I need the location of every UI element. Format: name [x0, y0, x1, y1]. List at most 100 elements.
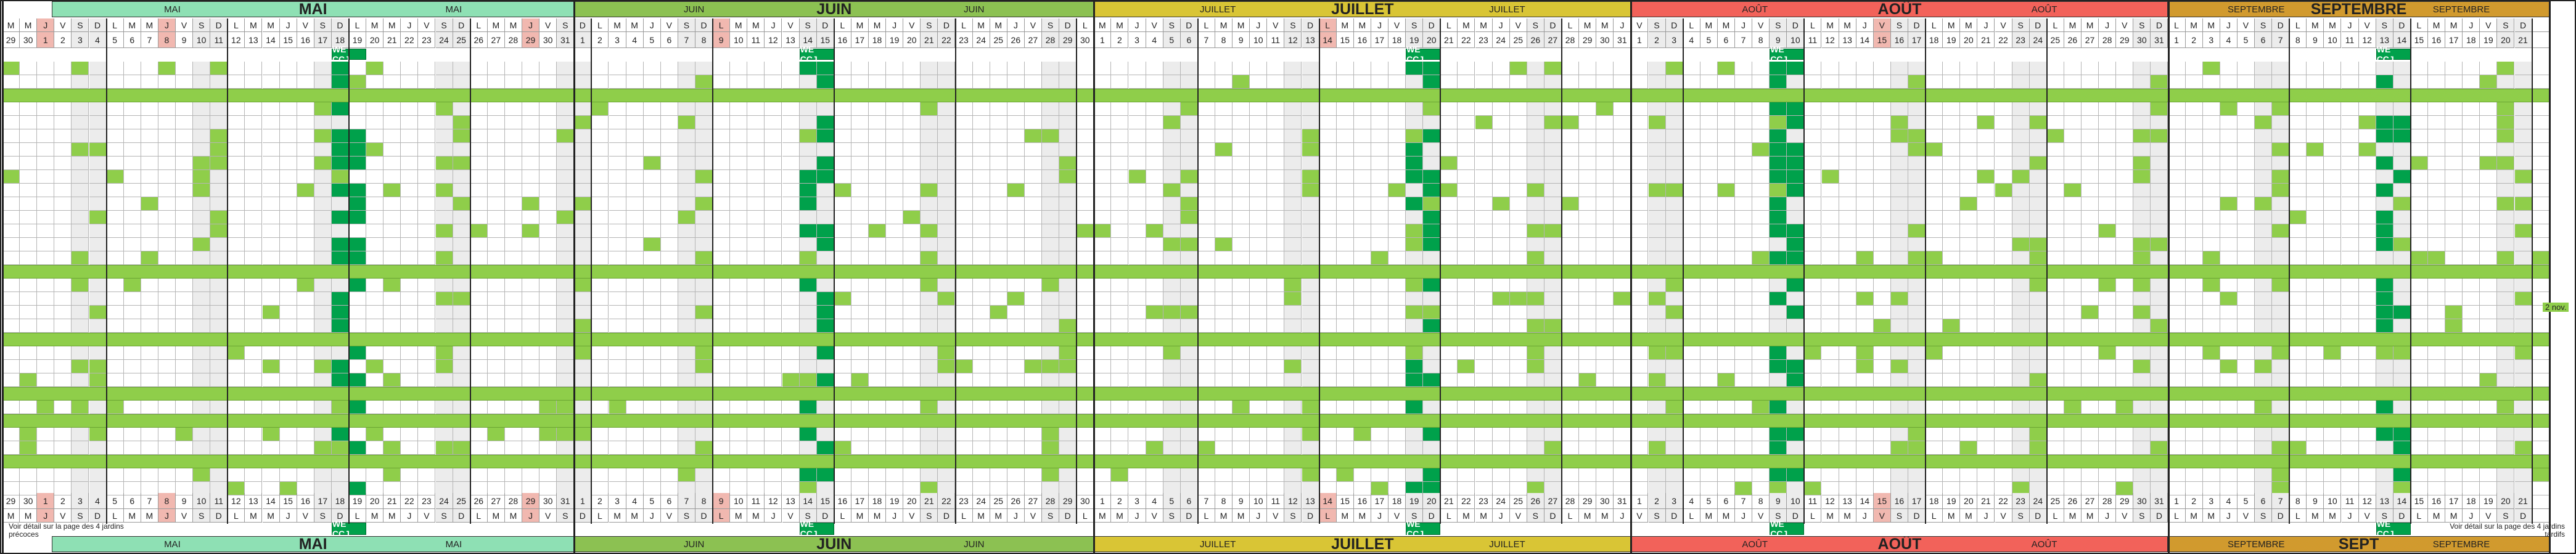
grid-cell — [1648, 62, 1666, 75]
grid-cell — [2255, 251, 2273, 265]
grid-cell — [1614, 279, 1631, 292]
grid-cell — [2, 211, 20, 224]
grid-cell — [730, 116, 748, 129]
grid-cell — [2358, 143, 2376, 157]
grid-cell — [1111, 306, 1129, 319]
grid-cell — [453, 238, 470, 251]
grid-cell — [210, 170, 228, 184]
grid-cell — [1440, 184, 1458, 197]
grid-cell — [678, 184, 695, 197]
grid-cell — [747, 279, 765, 292]
grid-cell — [2376, 401, 2393, 414]
grid-cell — [972, 482, 990, 495]
grid-cell — [1821, 360, 1839, 373]
grid-cell — [1215, 428, 1233, 441]
grid-cell — [1094, 116, 1112, 129]
grid-cell — [366, 319, 384, 333]
grid-cell — [1007, 129, 1025, 143]
grid-cell — [1197, 184, 1215, 197]
grid-cell — [37, 251, 55, 265]
grid-cell — [1284, 360, 1302, 373]
day-letter: M — [972, 18, 990, 32]
grid-cell — [816, 306, 834, 319]
month-label-small-left: JUILLET — [1199, 4, 1236, 15]
grid-cell — [834, 238, 851, 251]
day-letter: V — [1509, 509, 1527, 523]
day-number: 21 — [384, 493, 401, 509]
grid-cell — [851, 62, 869, 75]
grid-cell — [1683, 129, 1700, 143]
grid-cell — [453, 428, 470, 441]
day-number: 3 — [609, 493, 626, 509]
grid-cell — [1371, 279, 1388, 292]
grid-cell — [2046, 157, 2064, 170]
day-letter: M — [123, 509, 141, 523]
day-number: 29 — [522, 493, 540, 509]
grid-cell — [2220, 157, 2238, 170]
grid-cell — [1960, 401, 1978, 414]
grid-cell — [193, 197, 211, 211]
grid-cell — [349, 157, 367, 170]
grid-cell — [1908, 102, 1926, 116]
grid-cell — [713, 306, 731, 319]
grid-cell — [1700, 373, 1718, 387]
grid-cell — [1024, 251, 1042, 265]
grid-cell — [1319, 184, 1337, 197]
grid-cell — [314, 143, 332, 157]
grid-cell — [435, 75, 453, 89]
grid-cell — [487, 360, 505, 373]
grid-cell — [210, 292, 228, 306]
grid-cell — [2064, 428, 2082, 441]
grid-cell — [1873, 428, 1891, 441]
grid-cell — [1111, 211, 1129, 224]
grid-cell — [1804, 116, 1822, 129]
grid-cell — [799, 62, 817, 75]
grid-cell — [1233, 251, 1250, 265]
grid-cell — [1821, 129, 1839, 143]
grid-cell — [730, 482, 748, 495]
grid-cell — [782, 116, 800, 129]
grid-cell — [1770, 211, 1787, 224]
grid-cell — [972, 238, 990, 251]
grid-cell — [2410, 441, 2428, 455]
grid-cell — [193, 373, 211, 387]
grid-cell — [2514, 184, 2532, 197]
grid-cell — [331, 157, 349, 170]
day-letter: L — [1562, 509, 1580, 523]
grid-cell — [2133, 360, 2151, 373]
grid-cell — [158, 306, 176, 319]
grid-cell — [1596, 482, 1614, 495]
grid-cell — [1388, 306, 1406, 319]
grid-cell — [106, 224, 124, 238]
grid-cell — [799, 468, 817, 482]
grid-cell — [2116, 197, 2134, 211]
grid-cell — [89, 184, 107, 197]
day-number: 26 — [1007, 32, 1025, 48]
day-letter: M — [1475, 509, 1493, 523]
grid-cell — [886, 401, 904, 414]
grid-cell — [2358, 224, 2376, 238]
grid-cell — [2289, 102, 2307, 116]
day-letter: V — [2116, 509, 2134, 523]
grid-cell — [1163, 251, 1181, 265]
grid-cell — [1128, 184, 1146, 197]
grid-cell — [1215, 360, 1233, 373]
grid-cell — [2514, 346, 2532, 360]
grid-cell — [1856, 102, 1874, 116]
grid-cell — [1024, 157, 1042, 170]
day-number: 31 — [1614, 32, 1631, 48]
day-letter: S — [2255, 509, 2273, 523]
grid-cell — [1839, 373, 1856, 387]
grid-cell — [1926, 170, 1943, 184]
grid-cell — [123, 360, 141, 373]
grid-cell — [1353, 360, 1371, 373]
grid-cell — [2289, 62, 2307, 75]
day-number: 27 — [487, 32, 505, 48]
grid-cell — [2029, 143, 2047, 157]
grid-cell — [955, 62, 973, 75]
we-ccj-badge: WE CCJ — [331, 519, 367, 539]
grid-cell — [1648, 143, 1666, 157]
grid-cell — [2046, 102, 2064, 116]
day-number: 20 — [903, 493, 921, 509]
grid-cell — [799, 184, 817, 197]
